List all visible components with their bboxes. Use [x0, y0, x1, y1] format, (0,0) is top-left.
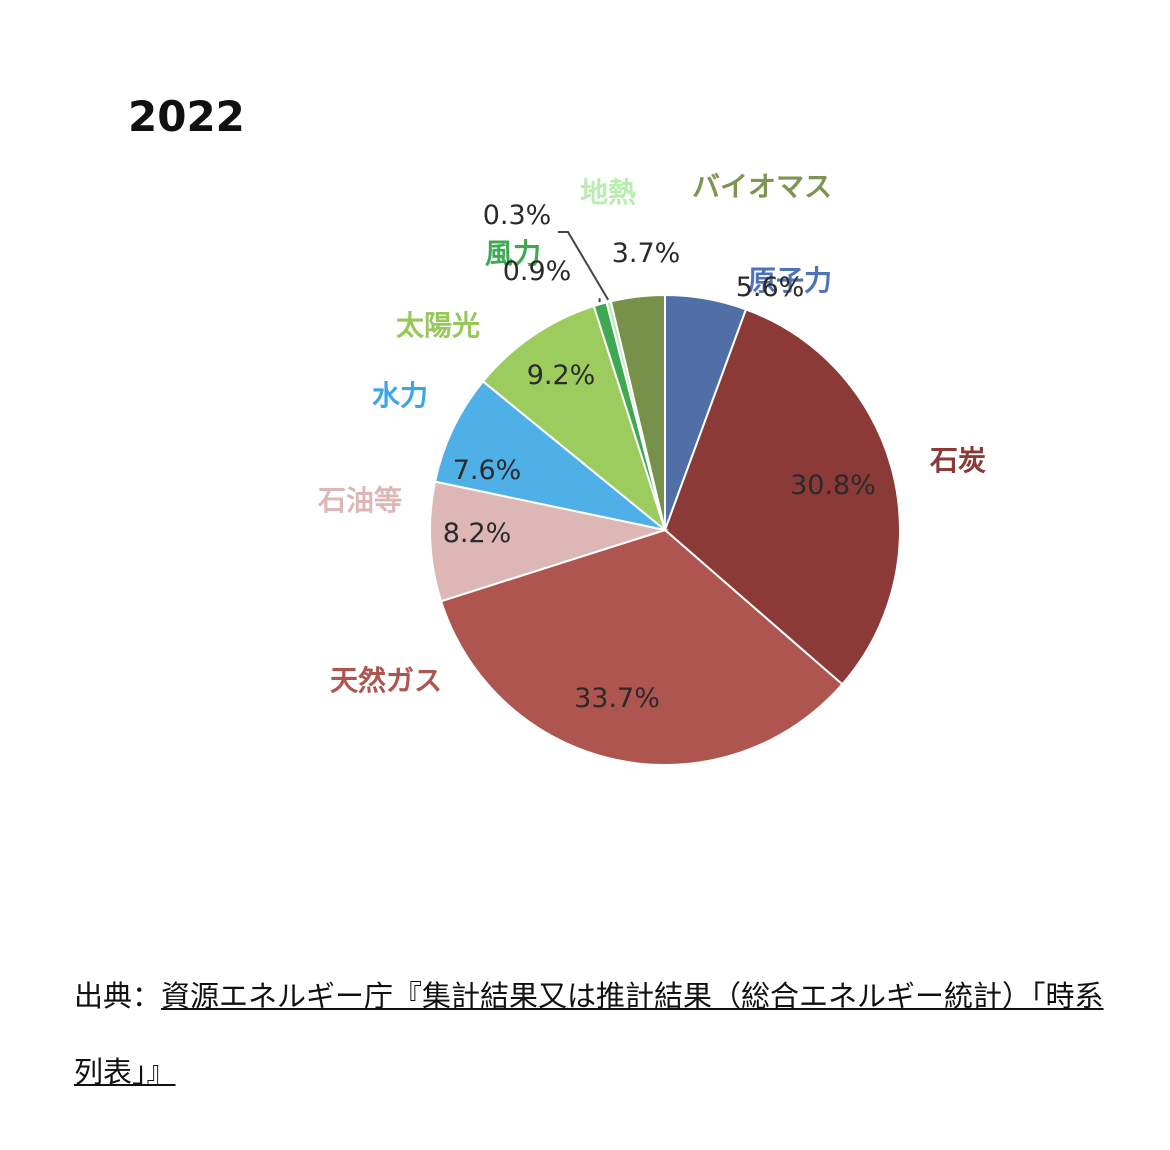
percent-label-7: 0.3%: [483, 200, 552, 231]
category-label-3: 石油等: [317, 484, 402, 517]
pie-slice-2: [439, 528, 844, 766]
percent-label-8: 3.7%: [612, 238, 681, 269]
leader-line-7: [558, 231, 610, 301]
source-note: 出典：資源エネルギー庁『集計結果又は推計結果（総合エネルギー統計）「時系列表」』: [74, 958, 1104, 1110]
percent-label-1: 30.8%: [790, 470, 876, 501]
category-label-8: バイオマス: [692, 170, 832, 203]
category-label-2: 天然ガス: [330, 664, 442, 697]
category-label-6: 風力: [485, 237, 541, 270]
category-label-1: 石炭: [929, 444, 986, 477]
category-label-5: 太陽光: [396, 309, 480, 342]
percent-label-3: 8.2%: [443, 518, 512, 549]
percent-label-0: 5.6%: [736, 272, 805, 303]
pie-slice-8: [609, 293, 666, 531]
leader-lines: [558, 231, 610, 303]
percent-label-6: 0.9%: [503, 256, 572, 287]
pie-slice-4: [433, 379, 666, 531]
source-prefix: 出典：: [74, 979, 162, 1013]
category-label-7: 地熱: [580, 176, 636, 209]
category-label-0: 原子力: [748, 264, 832, 297]
pie-slice-1: [663, 308, 901, 686]
pie-slices: [428, 293, 901, 766]
percent-label-2: 33.7%: [574, 683, 660, 714]
chart-title: 2022: [128, 92, 245, 141]
percent-label-4: 7.6%: [453, 455, 522, 486]
pie-slice-3: [428, 480, 669, 603]
pie-slice-5: [481, 304, 667, 533]
category-label-4: 水力: [372, 379, 428, 412]
source-link[interactable]: 資源エネルギー庁『集計結果又は推計結果（総合エネルギー統計）「時系列表」』: [74, 979, 1104, 1089]
percent-label-5: 9.2%: [527, 360, 596, 391]
